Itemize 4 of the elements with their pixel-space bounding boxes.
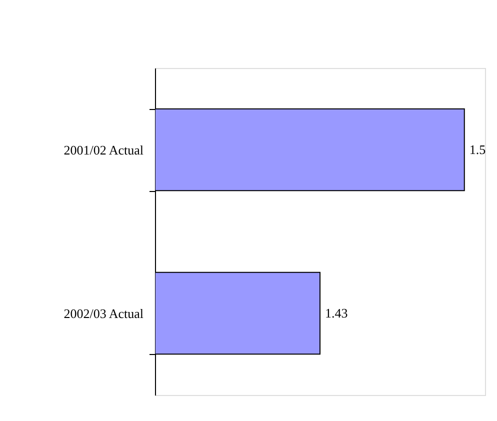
- data-label: 1.43: [325, 305, 348, 320]
- y-tick-label: 2001/02 Actual: [64, 142, 144, 158]
- data-label: 1.5: [469, 142, 486, 157]
- y-tick-label: 2002/03 Actual: [64, 306, 144, 321]
